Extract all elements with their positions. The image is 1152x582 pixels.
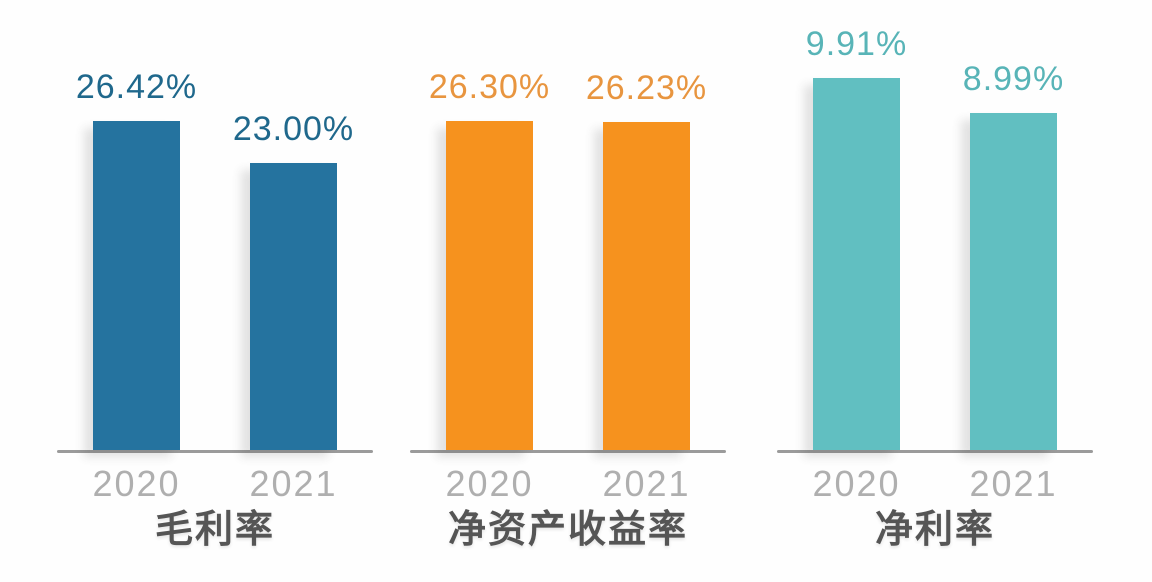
x-axis-line xyxy=(777,450,1093,453)
chart-group-2: 26.30% 2020 26.23% 2021 净资产收益率 xyxy=(410,0,726,582)
category-label: 2021 xyxy=(969,463,1058,504)
group-title: 净资产收益率 xyxy=(447,509,688,551)
value-label: 9.91% xyxy=(805,25,908,63)
category-label: 2021 xyxy=(249,463,338,504)
bar-毛利率-2021 xyxy=(250,163,337,450)
category-label: 2020 xyxy=(92,463,181,504)
chart-group-3: 9.91% 2020 8.99% 2021 净利率 xyxy=(777,0,1093,582)
bar-净利率-2020 xyxy=(813,78,900,450)
bar-净资产收益率-2021 xyxy=(603,122,690,450)
bar-净资产收益率-2020 xyxy=(446,121,533,450)
bar-净利率-2021 xyxy=(970,113,1057,450)
value-label: 26.23% xyxy=(585,69,708,107)
value-label: 26.42% xyxy=(75,68,198,106)
value-label: 26.30% xyxy=(428,68,551,106)
value-label: 23.00% xyxy=(232,110,355,148)
category-label: 2021 xyxy=(602,463,691,504)
category-label: 2020 xyxy=(445,463,534,504)
x-axis-line xyxy=(410,450,726,453)
group-title: 净利率 xyxy=(874,509,995,551)
category-label: 2020 xyxy=(812,463,901,504)
value-label: 8.99% xyxy=(962,60,1065,98)
chart-group-1: 26.42% 2020 23.00% 2021 毛利率 xyxy=(57,0,373,582)
bar-毛利率-2020 xyxy=(93,121,180,450)
x-axis-line xyxy=(57,450,373,453)
group-title: 毛利率 xyxy=(154,509,275,551)
